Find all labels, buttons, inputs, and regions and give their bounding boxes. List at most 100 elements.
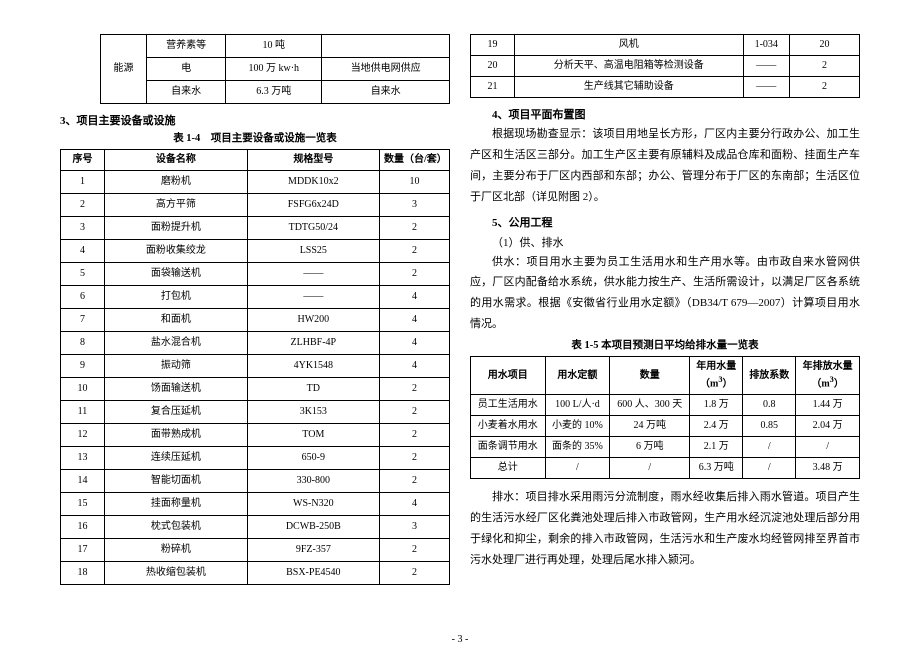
cell: 枕式包装机 bbox=[105, 516, 248, 539]
cell: 智能切面机 bbox=[105, 470, 248, 493]
cell: 2 bbox=[380, 217, 450, 240]
cell: TD bbox=[247, 378, 379, 401]
sub-5-1: （1）供、排水 bbox=[470, 234, 860, 250]
table-row: 6打包机——4 bbox=[61, 286, 450, 309]
cell: 面带熟成机 bbox=[105, 424, 248, 447]
cell: HW200 bbox=[247, 309, 379, 332]
table-row: 7和面机HW2004 bbox=[61, 309, 450, 332]
table-row: 面条调节用水面条的 35%6 万吨2.1 万// bbox=[471, 437, 860, 458]
table-row: 17粉碎机9FZ-3572 bbox=[61, 539, 450, 562]
cell: 650-9 bbox=[247, 447, 379, 470]
cell: 9 bbox=[61, 355, 105, 378]
cell: 4 bbox=[380, 286, 450, 309]
table-row: 19风机1-03420 bbox=[471, 35, 860, 56]
table-row: 2高方平筛FSFG6x24D3 bbox=[61, 194, 450, 217]
cell: 打包机 bbox=[105, 286, 248, 309]
cell: 分析天平、高温电阻箱等检测设备 bbox=[515, 56, 744, 77]
cell: 风机 bbox=[515, 35, 744, 56]
table-row: 15挂面称量机WS-N3204 bbox=[61, 493, 450, 516]
cell: 生产线其它辅助设备 bbox=[515, 77, 744, 98]
th: 序号 bbox=[61, 150, 105, 171]
cell: 盐水混合机 bbox=[105, 332, 248, 355]
cell: 面袋输送机 bbox=[105, 263, 248, 286]
cell: 4 bbox=[380, 493, 450, 516]
cell: 3 bbox=[61, 217, 105, 240]
cell: 复合压延机 bbox=[105, 401, 248, 424]
th: 用水项目 bbox=[471, 357, 546, 395]
cell: 4YK1548 bbox=[247, 355, 379, 378]
cell: 5 bbox=[61, 263, 105, 286]
cell: 磨粉机 bbox=[105, 171, 248, 194]
cell: 振动筛 bbox=[105, 355, 248, 378]
table-row: 1磨粉机MDDK10x210 bbox=[61, 171, 450, 194]
cell: 600 人、300 天 bbox=[610, 395, 690, 416]
cell: / bbox=[743, 458, 796, 479]
th: 排放系数 bbox=[743, 357, 796, 395]
cell: 营养素等 bbox=[147, 35, 226, 58]
energy-cell: 能源 bbox=[101, 35, 147, 104]
cell: 2 bbox=[380, 424, 450, 447]
cell: 2 bbox=[380, 539, 450, 562]
cell: 连续压延机 bbox=[105, 447, 248, 470]
cell: 3 bbox=[380, 516, 450, 539]
cell: 7 bbox=[61, 309, 105, 332]
cell: 热收缩包装机 bbox=[105, 562, 248, 585]
para-5b: 排水：项目排水采用雨污分流制度，雨水经收集后排入雨水管道。项目产生的生活污水经厂… bbox=[470, 487, 860, 571]
cell: 11 bbox=[61, 401, 105, 424]
cell: 100 万 kw·h bbox=[226, 58, 322, 81]
cell: —— bbox=[743, 77, 790, 98]
cell: 6.3 万吨 bbox=[690, 458, 743, 479]
cell: 19 bbox=[471, 35, 515, 56]
table-row: 8盐水混合机ZLHBF-4P4 bbox=[61, 332, 450, 355]
cell: 面粉收集绞龙 bbox=[105, 240, 248, 263]
page-number: - 3 - bbox=[0, 634, 920, 645]
cell: BSX-PE4540 bbox=[247, 562, 379, 585]
cell: 2 bbox=[380, 263, 450, 286]
cell: 20 bbox=[471, 56, 515, 77]
cell: 4 bbox=[380, 355, 450, 378]
cell: 2 bbox=[61, 194, 105, 217]
equipment-table-cont: 19风机1-0342020分析天平、高温电阻箱等检测设备——221生产线其它辅助… bbox=[470, 34, 860, 98]
cell: 2.4 万 bbox=[690, 416, 743, 437]
cell: 4 bbox=[380, 309, 450, 332]
cell: 小麦着水用水 bbox=[471, 416, 546, 437]
cell: 9FZ-357 bbox=[247, 539, 379, 562]
table-row: 13连续压延机650-92 bbox=[61, 447, 450, 470]
cell: 18 bbox=[61, 562, 105, 585]
cell: 3.48 万 bbox=[796, 458, 860, 479]
cell: 2 bbox=[790, 77, 860, 98]
cell: 330-800 bbox=[247, 470, 379, 493]
cell: 1.8 万 bbox=[690, 395, 743, 416]
cell: 2 bbox=[380, 240, 450, 263]
cell: 2.04 万 bbox=[796, 416, 860, 437]
cell: / bbox=[796, 437, 860, 458]
cell: 当地供电网供应 bbox=[322, 58, 450, 81]
table-row: 21生产线其它辅助设备——2 bbox=[471, 77, 860, 98]
cell: 3 bbox=[380, 194, 450, 217]
cell: 总计 bbox=[471, 458, 546, 479]
cell: 和面机 bbox=[105, 309, 248, 332]
cell: 8 bbox=[61, 332, 105, 355]
table-row: 11复合压延机3K1532 bbox=[61, 401, 450, 424]
table-row: 5面袋输送机——2 bbox=[61, 263, 450, 286]
cell: 10 bbox=[61, 378, 105, 401]
cell: 12 bbox=[61, 424, 105, 447]
cell: —— bbox=[247, 286, 379, 309]
cell: —— bbox=[247, 263, 379, 286]
cell: 电 bbox=[147, 58, 226, 81]
cell: ZLHBF-4P bbox=[247, 332, 379, 355]
water-table: 用水项目用水定额数量年用水量（m3）排放系数年排放水量（m3） 员工生活用水10… bbox=[470, 356, 860, 479]
table-row: 9振动筛4YK15484 bbox=[61, 355, 450, 378]
para-4: 根据现场勘查显示：该项目用地呈长方形，厂区内主要分行政办公、加工生产区和生活区三… bbox=[470, 124, 860, 208]
cell: 4 bbox=[61, 240, 105, 263]
th: 用水定额 bbox=[545, 357, 610, 395]
cell bbox=[322, 35, 450, 58]
cell: 员工生活用水 bbox=[471, 395, 546, 416]
cell: 0.85 bbox=[743, 416, 796, 437]
cell: 面条调节用水 bbox=[471, 437, 546, 458]
cell: 16 bbox=[61, 516, 105, 539]
table-row: 14智能切面机330-8002 bbox=[61, 470, 450, 493]
cell: 2 bbox=[380, 470, 450, 493]
cell: 2 bbox=[380, 401, 450, 424]
top-partial-table: 能源 营养素等 10 吨 电 100 万 kw·h 当地供电网供应 自来水 6.… bbox=[100, 34, 450, 104]
